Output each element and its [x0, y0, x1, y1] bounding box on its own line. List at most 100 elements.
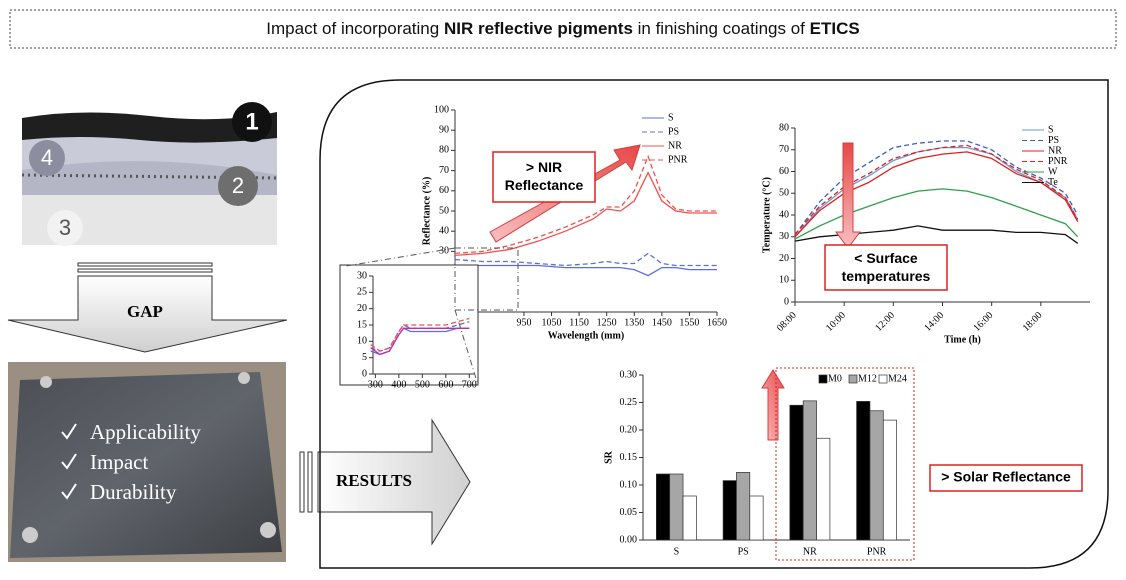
y-axis-label: SR	[603, 450, 614, 464]
y-tick-label: 80	[779, 122, 789, 133]
y-tick-label: 25	[357, 287, 367, 298]
y-tick-label: 60	[779, 166, 789, 177]
y-tick-label: 10	[779, 275, 789, 286]
x-tick-label: PS	[738, 546, 749, 557]
x-tick-label: 1050	[542, 317, 562, 328]
gap-label: GAP	[127, 302, 163, 321]
y-tick-label: 30	[779, 231, 789, 242]
y-tick-label: 30	[357, 270, 367, 281]
layer-number: 4	[41, 145, 53, 170]
checklist-item: Applicability	[90, 420, 201, 444]
temp-arrow	[835, 142, 861, 249]
layer-number: 3	[59, 215, 71, 240]
series-line	[454, 154, 717, 255]
bar	[869, 410, 884, 541]
callout-box	[824, 244, 948, 291]
y-tick-label: 70	[439, 165, 449, 176]
y-tick-label: 100	[434, 104, 449, 115]
y-tick-label: 0	[362, 368, 367, 379]
x-tick-label: PNR	[867, 546, 887, 557]
legend-label: PNR	[1048, 156, 1068, 167]
y-tick-label: 15	[357, 319, 367, 330]
bar	[816, 437, 831, 541]
y-tick-label: 0	[784, 296, 789, 307]
x-axis-label: Wavelength (mm)	[548, 330, 624, 341]
x-axis-label: Time (h)	[944, 334, 981, 345]
x-tick-label: 12:00	[873, 310, 897, 334]
title: Impact of incorporating NIR reflective p…	[266, 19, 859, 38]
legend-label: S	[1048, 124, 1054, 135]
y-axis-label: Reflectance (%)	[421, 177, 432, 246]
x-tick-label: 700	[462, 379, 477, 390]
legend-label: W	[1048, 166, 1058, 177]
y-tick-label: 0.30	[620, 369, 638, 380]
series-line	[794, 188, 1079, 240]
y-tick-label: 0.05	[620, 507, 638, 518]
x-tick-label: 14:00	[922, 310, 946, 334]
title-box	[9, 9, 1117, 49]
series-line	[370, 327, 470, 356]
title-part: Impact of incorporating	[266, 19, 444, 38]
bar	[722, 480, 737, 541]
y-tick-label: 20	[357, 303, 367, 314]
legend-label: Te	[1048, 177, 1058, 188]
x-tick-label: 18:00	[1021, 310, 1045, 334]
y-tick-label: 40	[779, 209, 789, 220]
results-label: RESULTS	[336, 471, 412, 490]
legend-label: NR	[668, 140, 682, 151]
legend-label: M12	[858, 373, 877, 384]
y-tick-label: 70	[779, 144, 789, 155]
legend-label: S	[668, 112, 674, 123]
series-line	[454, 252, 717, 267]
specimen-photo: Applicability Impact Durability	[8, 362, 286, 562]
x-tick-label: 1450	[652, 317, 672, 328]
series-line	[455, 264, 717, 277]
x-tick-label: 16:00	[972, 310, 996, 334]
x-tick-label: 1250	[597, 317, 617, 328]
bar	[736, 472, 751, 541]
x-tick-label: 1650	[707, 317, 727, 328]
results-panel	[319, 79, 1109, 569]
y-tick-label: 0.15	[620, 452, 638, 463]
y-tick-label: 20	[779, 253, 789, 264]
y-tick-label: 40	[439, 225, 449, 236]
x-tick-label: 1150	[569, 317, 589, 328]
chart: 0.00 0.05 0.10 0.15 0.20 0.25 0.30 SR S PS NR PNR M0…	[603, 369, 910, 557]
y-tick-label: 5	[362, 352, 367, 363]
callout-text: > Solar Reflectance	[941, 469, 1071, 485]
callout-text: < Surface temperatures	[841, 250, 931, 284]
legend-swatch	[878, 374, 888, 384]
chart: 0 10 20 30 40 50 60 70 80 08:00 10:00 12:00 14:00 16:…	[761, 122, 1090, 345]
x-tick-label: 600	[438, 379, 453, 390]
bar	[789, 404, 804, 541]
callout-box	[929, 464, 1083, 492]
y-tick-label: 0.00	[620, 534, 638, 545]
x-tick-label: 08:00	[775, 310, 799, 334]
y-tick-label: 60	[439, 185, 449, 196]
inset-connector	[345, 247, 519, 386]
layer-number: 2	[232, 173, 244, 198]
gap-arrow: GAP	[7, 262, 288, 353]
y-tick-label: 30	[439, 246, 449, 257]
title-part: NIR reflective pigments	[444, 19, 633, 38]
title-part: in finishing coatings of	[633, 19, 810, 38]
x-tick-label: 10:00	[824, 310, 848, 334]
legend-label: PNR	[668, 154, 688, 165]
chart: 0 5 10 15 20 25 30 300 400 500 600 700	[339, 264, 479, 390]
y-tick-label: 0.10	[620, 479, 638, 490]
bar	[802, 400, 817, 541]
y-axis-label: Temperature (°C)	[761, 177, 772, 253]
bar	[669, 473, 684, 541]
x-tick-label: 950	[516, 317, 531, 328]
bar	[655, 473, 671, 541]
legend-label: PS	[668, 126, 679, 137]
x-tick-label: 1350	[624, 317, 644, 328]
legend-label: M0	[828, 373, 842, 384]
checklist-item: Durability	[90, 480, 177, 504]
callout-text: > NIR Reflectance	[504, 159, 584, 193]
layer-number: 1	[245, 108, 258, 135]
x-tick-label: 500	[415, 379, 430, 390]
bar	[882, 419, 897, 541]
legend-label: M24	[888, 373, 907, 384]
